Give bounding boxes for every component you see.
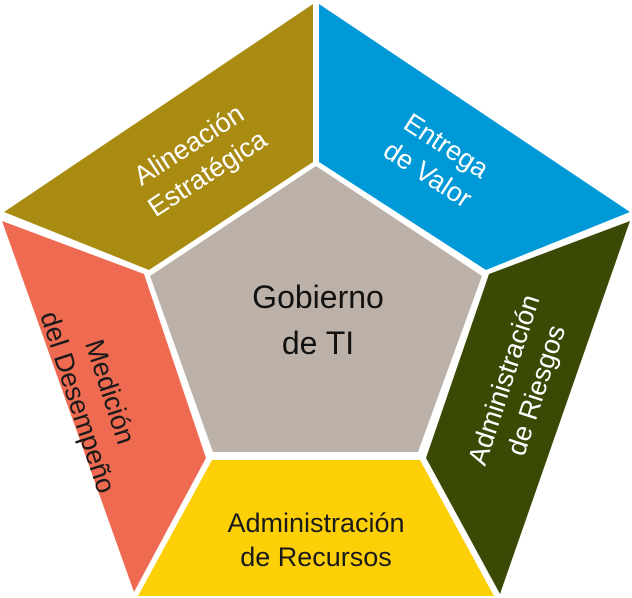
segment-administracion-de-riesgos (426, 221, 630, 594)
segment-administracion-de-recursos (138, 460, 494, 596)
label-de-recursos: de Recursos (240, 542, 392, 572)
segment-medicion-del-desempeno (2, 221, 206, 592)
center-pentagon (150, 166, 482, 452)
center-title-line1: Gobierno (252, 279, 384, 315)
label-administracion-recursos: Administración (227, 508, 404, 538)
segment-alineacion-estrategica (4, 4, 313, 270)
center-title-line2: de TI (282, 325, 354, 361)
segment-entrega-de-valor (319, 4, 630, 270)
